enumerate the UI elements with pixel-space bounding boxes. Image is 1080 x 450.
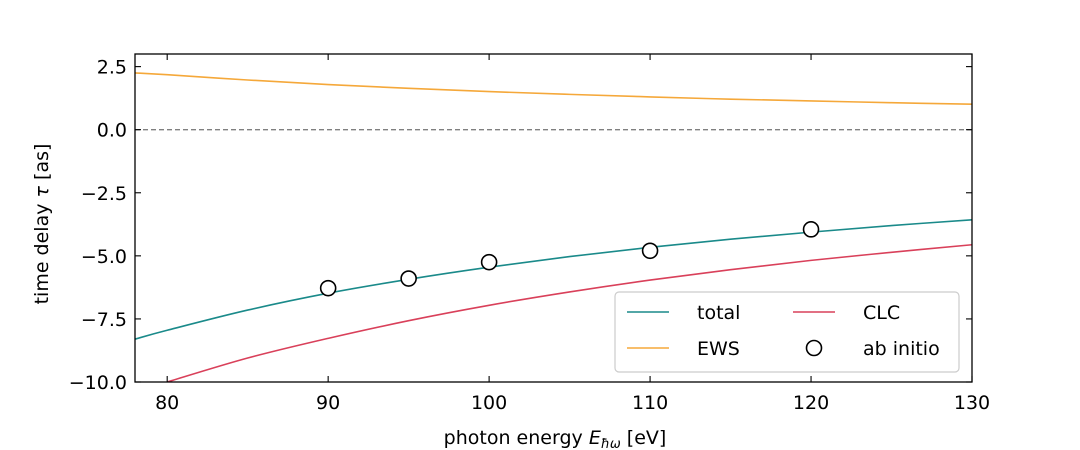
legend-label-ews: EWS: [697, 338, 740, 360]
ab-initio-point: [400, 270, 417, 287]
ab-initio-point: [480, 253, 498, 271]
y-axis-label: time delay τ [as]: [31, 144, 53, 305]
y-tick-label: −10.0: [69, 372, 127, 394]
x-axis-subscript: ħω: [601, 437, 621, 450]
legend: total EWS CLC ab initio: [614, 291, 960, 373]
x-tick-label: 130: [954, 392, 990, 414]
x-tick-label: 90: [316, 392, 340, 414]
x-tick-label: 120: [793, 392, 829, 414]
legend-box: [614, 291, 960, 373]
y-tick-label: −7.5: [81, 309, 127, 331]
axes: 80 90 100 110 120 130 −10.0 −7.5 −5.0 −2.5 0.0 2.5: [69, 53, 990, 414]
y-tick-label: −2.5: [81, 183, 127, 205]
ab-initio-point: [802, 221, 820, 238]
legend-swatch-ab-initio: [805, 339, 823, 357]
x-axis-symbol: E: [589, 427, 601, 449]
legend-label-clc: CLC: [863, 302, 900, 324]
ab-initio-point: [319, 279, 337, 297]
y-axis-label-text: time delay: [31, 204, 53, 305]
y-axis-symbol: τ: [31, 185, 53, 197]
y-tick-label: −5.0: [81, 246, 127, 268]
series-line-ews: [135, 72, 972, 106]
x-axis-label-text: photon energy: [444, 427, 583, 449]
y-tick-label: 0.0: [97, 120, 127, 142]
x-tick-label: 100: [471, 392, 507, 414]
x-axis-label: photon energy Eħω [eV]: [444, 427, 667, 450]
plot-area: [135, 72, 972, 382]
ab-initio-point: [641, 242, 659, 260]
series-line-clc: [166, 243, 972, 382]
x-axis-unit: [eV]: [627, 427, 667, 449]
x-tick-label: 80: [155, 392, 179, 414]
legend-label-ab-initio: ab initio: [863, 338, 940, 360]
axes-frame: [134, 53, 973, 383]
y-axis-unit: [as]: [31, 144, 53, 180]
legend-label-total: total: [697, 302, 740, 324]
x-tick-label: 110: [632, 392, 668, 414]
y-tick-label: 2.5: [97, 57, 127, 79]
